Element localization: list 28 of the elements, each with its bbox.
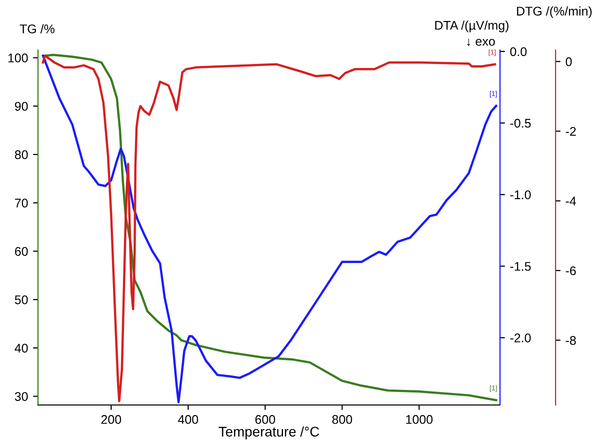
y3-tick-label: -8 [566, 336, 576, 345]
y-tick-label: 100 [8, 54, 28, 62]
x-axis-title: Temperature /°C [218, 426, 320, 440]
y-tick-label: 90 [14, 102, 28, 111]
y3-tick-label: -4 [566, 196, 576, 206]
x-tick-label: 200 [101, 415, 122, 424]
x-tick-label: 1000 [406, 415, 433, 424]
y2-tick-label: -1.0 [510, 190, 531, 200]
y-axis-title: TG /% [20, 24, 54, 34]
x-tick-label: 400 [178, 415, 198, 424]
y2-axis-title: DTA /(µV/mg) [435, 20, 508, 32]
y3-tick-label: -2 [566, 126, 576, 136]
x-tick-label: 800 [332, 415, 352, 424]
x-tick-label: 600 [255, 415, 276, 424]
y-tick-label: 30 [14, 392, 28, 401]
y3-axis-title: DTG /(%/min) [517, 6, 592, 18]
y-tick-label: 70 [15, 198, 28, 208]
y-tick-label: 80 [14, 150, 28, 160]
y3-tick-label: 0 [566, 57, 572, 66]
y2-tick-label: -0.5 [510, 118, 531, 128]
y3-tick-label: -6 [566, 266, 576, 276]
y2-tick-label: -2.0 [510, 334, 531, 342]
y2-tick-label: -1.5 [510, 262, 531, 271]
y-tick-label: 40 [14, 344, 28, 353]
y2-tick-label: 0.0 [510, 47, 527, 56]
text: ↓ exo [467, 38, 495, 46]
y-tick-label: 60 [15, 247, 28, 256]
y-tick-label: 50 [14, 295, 28, 304]
